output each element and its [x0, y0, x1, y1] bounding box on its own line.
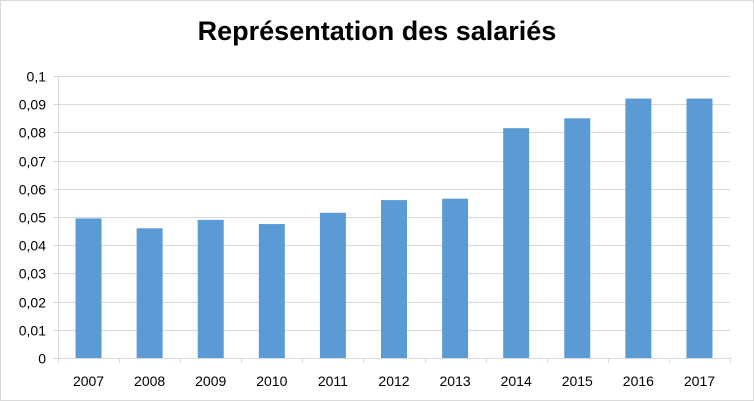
bar-2007	[75, 218, 102, 358]
y-tick-label: 0,04	[19, 238, 46, 254]
bar-2008	[136, 228, 163, 358]
axes	[58, 76, 730, 359]
bar-2017	[686, 98, 713, 358]
bar-2014	[503, 128, 530, 358]
x-tick-label: 2009	[195, 373, 226, 389]
bar-2012	[381, 200, 407, 358]
x-tick-label: 2017	[684, 373, 715, 389]
y-tick-label: 0,09	[19, 97, 46, 113]
y-tick-label: 0,1	[27, 69, 47, 85]
x-tick-label: 2015	[562, 373, 593, 389]
x-tick-label: 2008	[134, 373, 165, 389]
x-tick-label: 2010	[256, 373, 287, 389]
y-tick-label: 0,01	[19, 323, 46, 339]
y-tick-label: 0,02	[19, 295, 46, 311]
x-tick-labels: 2007 2008 2009 2010 2011 2012 2013 2014 2015 2016…	[73, 373, 715, 389]
y-tick-label: 0,03	[19, 266, 46, 282]
x-tick-label: 2012	[378, 373, 409, 389]
bar-2013	[442, 198, 469, 358]
chart-title: Représentation des salariés	[197, 16, 557, 46]
y-tick-label: 0,06	[19, 182, 46, 198]
y-tick-label: 0	[38, 351, 46, 367]
x-tick-label: 2007	[73, 373, 104, 389]
x-tick-label: 2013	[440, 373, 471, 389]
y-tick-label: 0,05	[19, 210, 46, 226]
bar-2015	[564, 118, 591, 358]
x-tick-label: 2016	[623, 373, 654, 389]
x-tick-label: 2014	[501, 373, 532, 389]
y-tick-label: 0,08	[19, 125, 46, 141]
y-tick-label: 0,07	[19, 154, 46, 170]
bar-2009	[197, 219, 224, 358]
bar-2016	[625, 98, 652, 358]
x-tick-label: 2011	[318, 373, 348, 389]
y-tick-labels: 0 0,01 0,02 0,03 0,04 0,05 0,06 0,07 0,08 0,09 0,1	[19, 69, 46, 367]
bar-2011	[319, 212, 346, 358]
bars	[75, 98, 713, 358]
bar-2010	[258, 224, 285, 358]
